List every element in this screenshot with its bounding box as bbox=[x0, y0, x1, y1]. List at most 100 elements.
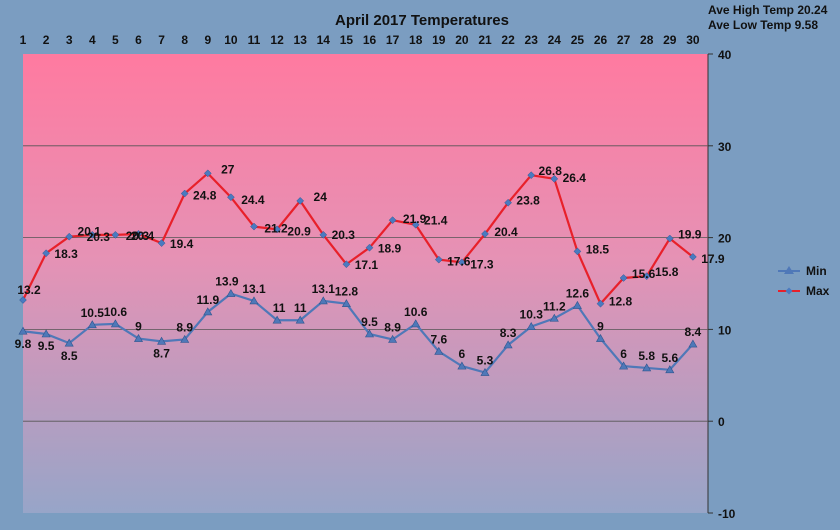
max-data-label: 21.9 bbox=[403, 212, 427, 226]
max-point bbox=[642, 272, 651, 281]
x-tick-label: 12 bbox=[270, 33, 284, 47]
max-point bbox=[481, 230, 489, 238]
x-tick-label: 18 bbox=[409, 33, 423, 47]
max-data-label: 15.6 bbox=[632, 267, 656, 281]
x-tick-label: 6 bbox=[135, 33, 142, 47]
max-point bbox=[573, 247, 582, 256]
max-point bbox=[319, 230, 328, 239]
y-tick-label: 0 bbox=[718, 415, 725, 429]
max-point bbox=[619, 274, 628, 282]
min-point bbox=[110, 319, 120, 328]
x-tick-label: 17 bbox=[386, 33, 400, 47]
min-point bbox=[595, 333, 606, 342]
max-point bbox=[250, 222, 258, 231]
min-data-label: 9.8 bbox=[15, 337, 32, 351]
min-point bbox=[665, 365, 675, 374]
x-tick-label: 15 bbox=[340, 33, 354, 47]
max-data-label: 23.8 bbox=[516, 194, 540, 208]
series-line-max bbox=[22, 171, 694, 306]
min-data-label: 8.3 bbox=[500, 326, 517, 340]
min-point bbox=[434, 346, 444, 355]
y-tick-label: 40 bbox=[718, 48, 732, 62]
min-data-label: 11 bbox=[294, 301, 307, 315]
min-data-label: 12.8 bbox=[335, 285, 359, 299]
x-tick-label: 8 bbox=[181, 33, 188, 47]
x-tick-label: 9 bbox=[204, 33, 211, 47]
x-tick-label: 30 bbox=[686, 33, 700, 47]
max-point bbox=[342, 260, 351, 269]
min-point bbox=[572, 300, 582, 309]
max-data-label: 21.2 bbox=[264, 222, 288, 236]
chart-title: April 2017 Temperatures bbox=[335, 12, 509, 29]
min-point bbox=[272, 315, 282, 324]
max-data-label: 24 bbox=[314, 190, 328, 204]
max-data-label: 24.4 bbox=[241, 193, 265, 207]
min-point bbox=[642, 363, 652, 372]
x-tick-label: 5 bbox=[112, 33, 119, 47]
x-tick-label: 28 bbox=[640, 33, 654, 47]
legend-marker-max bbox=[785, 287, 793, 295]
min-point bbox=[318, 296, 328, 305]
x-tick-label: 10 bbox=[224, 33, 238, 47]
y-tick-label: -10 bbox=[718, 507, 736, 521]
x-tick-label: 19 bbox=[432, 33, 446, 47]
max-data-label: 24.8 bbox=[193, 189, 217, 203]
min-data-label: 12.6 bbox=[566, 287, 590, 301]
max-point bbox=[19, 296, 27, 304]
max-point bbox=[411, 220, 420, 229]
min-point bbox=[87, 320, 97, 329]
min-data-label: 8.9 bbox=[384, 320, 401, 334]
x-tick-label: 13 bbox=[294, 33, 308, 47]
max-data-label: 19.4 bbox=[170, 237, 194, 251]
max-data-label: 12.8 bbox=[609, 295, 633, 309]
max-data-label: 26.4 bbox=[563, 171, 587, 185]
min-point bbox=[18, 326, 28, 335]
max-point bbox=[596, 299, 605, 308]
min-data-label: 5.6 bbox=[661, 351, 678, 365]
min-data-label: 10.5 bbox=[81, 306, 105, 320]
max-point bbox=[65, 232, 74, 241]
min-point bbox=[180, 334, 190, 343]
min-data-label: 13.1 bbox=[312, 282, 336, 296]
min-point bbox=[503, 340, 513, 349]
max-data-label: 26.8 bbox=[539, 164, 563, 178]
min-point bbox=[526, 322, 536, 330]
max-point bbox=[203, 169, 212, 178]
min-point bbox=[341, 299, 351, 307]
min-data-label: 9.5 bbox=[361, 315, 378, 329]
min-point bbox=[295, 315, 305, 324]
legend-label-min: Min bbox=[806, 264, 827, 278]
max-point bbox=[388, 216, 397, 225]
min-point bbox=[388, 334, 398, 343]
min-data-label: 7.6 bbox=[430, 332, 447, 346]
min-point bbox=[203, 307, 213, 316]
x-tick-label: 14 bbox=[317, 33, 331, 47]
min-point bbox=[41, 329, 51, 338]
x-tick-label: 26 bbox=[594, 33, 608, 47]
x-tick-label: 2 bbox=[43, 33, 50, 47]
min-point bbox=[249, 296, 259, 305]
min-data-label: 11.2 bbox=[543, 299, 566, 313]
min-data-label: 11.9 bbox=[196, 293, 219, 307]
min-data-label: 5.8 bbox=[638, 349, 655, 363]
x-tick-label: 25 bbox=[571, 33, 585, 47]
max-point bbox=[157, 239, 166, 247]
ave-high-annotation: Ave High Temp 20.24 bbox=[708, 3, 828, 17]
max-point bbox=[458, 258, 466, 267]
max-point bbox=[365, 243, 374, 252]
x-tick-label: 20 bbox=[455, 33, 469, 47]
min-point bbox=[480, 367, 490, 376]
ave-low-annotation: Ave Low Temp 9.58 bbox=[708, 18, 818, 32]
legend-label-max: Max bbox=[806, 284, 830, 298]
min-point bbox=[157, 336, 167, 345]
min-point bbox=[64, 338, 74, 347]
max-point bbox=[504, 198, 512, 207]
x-tick-label: 23 bbox=[525, 33, 539, 47]
max-data-label: 20.3 bbox=[332, 228, 356, 242]
max-data-label: 17.6 bbox=[447, 255, 471, 269]
plot-area bbox=[23, 54, 708, 513]
max-point bbox=[180, 189, 189, 198]
max-point bbox=[527, 171, 536, 180]
min-data-label: 6 bbox=[620, 347, 627, 361]
max-point bbox=[434, 255, 443, 264]
